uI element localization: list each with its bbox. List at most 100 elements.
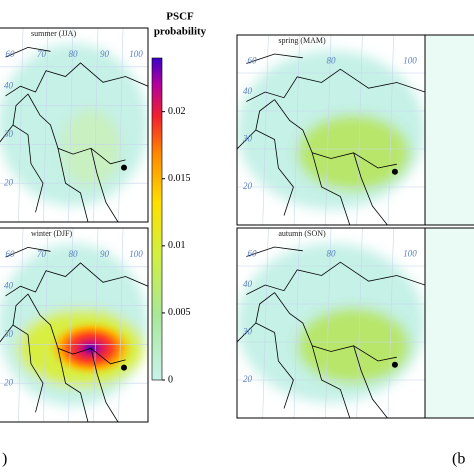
lon-label: 70 (37, 249, 47, 259)
graticule (262, 35, 269, 225)
country-border (5, 46, 51, 58)
graticule (387, 228, 394, 418)
lat-label: 30 (242, 134, 253, 144)
colorbar-tick-label: 0.02 (168, 106, 186, 117)
country-border (353, 345, 388, 418)
graticule (356, 228, 363, 418)
lat-label: 20 (4, 177, 14, 187)
lon-label: 60 (248, 249, 258, 259)
map-panel: summer (JJA) 60 70 80 90 100 40 30 20 (0, 27, 149, 223)
country-border (90, 148, 119, 222)
graticule (43, 28, 49, 222)
pscf-field (0, 43, 148, 207)
lon-label: 60 (6, 249, 16, 259)
graticule (118, 28, 124, 222)
colorbar-tick-label: 0.005 (168, 307, 191, 318)
panel-frame (0, 227, 149, 423)
lon-label: 100 (129, 249, 143, 259)
colorbar-tick-label: 0 (168, 374, 173, 385)
lon-label: 60 (6, 49, 16, 59)
graticule (68, 228, 74, 422)
lon-label: 90 (100, 49, 110, 59)
panel-title: summer (JJA) (31, 29, 76, 38)
country-border (237, 99, 275, 150)
graticule (356, 35, 363, 225)
lon-label: 100 (129, 49, 143, 59)
country-border (246, 68, 425, 102)
site-marker (121, 164, 127, 171)
colorbar (151, 57, 163, 381)
figure-label: ) (2, 451, 7, 468)
country-border (237, 292, 275, 343)
graticule (93, 28, 99, 222)
map-panel: autumn (SON) 60 80 100 40 30 20 (236, 227, 426, 419)
graticule (262, 228, 269, 418)
lat-label: 20 (4, 377, 14, 387)
map-layer (237, 228, 425, 418)
country-border (255, 129, 294, 216)
lat-label: 40 (4, 280, 14, 290)
lon-label: 70 (37, 49, 47, 59)
country-border (274, 99, 397, 169)
colorbar-title: PSCF (166, 11, 194, 23)
lat-label: 40 (4, 80, 14, 90)
lat-label: 30 (242, 327, 253, 337)
lon-label: 80 (327, 56, 337, 66)
map-layer (237, 35, 425, 225)
panel-frame (424, 227, 474, 419)
lon-label: 90 (100, 249, 110, 259)
graticule (387, 35, 394, 225)
country-border (353, 152, 388, 225)
country-border (57, 348, 89, 422)
graticule (325, 35, 332, 225)
graticule (293, 35, 300, 225)
site-marker (391, 361, 398, 368)
country-border (5, 62, 148, 97)
pscf-field (237, 50, 425, 210)
colorbar-tick-label: 0.015 (168, 173, 191, 184)
panel-frame (0, 27, 149, 223)
country-border (311, 345, 351, 418)
lon-label: 100 (403, 249, 417, 259)
country-border (0, 93, 29, 143)
lon-label: 100 (403, 56, 417, 66)
country-border (5, 262, 148, 297)
country-border (12, 324, 44, 413)
colorbar-tick-label: 0.01 (168, 240, 186, 251)
country-border (311, 152, 351, 225)
country-border (5, 246, 51, 258)
country-border (246, 53, 303, 64)
graticule (93, 228, 99, 422)
map-layer (0, 28, 148, 222)
country-border (246, 261, 425, 295)
graticule (68, 28, 74, 222)
lon-label: 80 (69, 249, 79, 259)
country-border (12, 124, 44, 213)
country-border (274, 292, 397, 362)
graticule (325, 228, 332, 418)
country-border (57, 148, 89, 222)
panel-title: spring (MAM) (278, 36, 326, 45)
graticule (293, 228, 300, 418)
lat-label: 20 (243, 181, 253, 191)
site-marker (391, 168, 398, 175)
lat-label: 30 (3, 329, 14, 339)
lon-label: 60 (248, 56, 258, 66)
lat-label: 40 (243, 86, 253, 96)
lat-label: 40 (243, 279, 253, 289)
map-panel: spring (MAM) 60 80 100 40 30 20 (236, 34, 426, 226)
map-layer (0, 228, 148, 422)
graticule (43, 228, 49, 422)
figure-label: (b (452, 451, 465, 468)
graticule (18, 228, 24, 422)
country-border (246, 246, 303, 257)
lon-label: 80 (69, 49, 79, 59)
panel-title: autumn (SON) (278, 229, 326, 238)
country-border (27, 93, 126, 165)
country-border (27, 293, 126, 365)
lat-label: 20 (243, 374, 253, 384)
country-border (90, 348, 119, 422)
lon-label: 80 (327, 249, 337, 259)
map-panel: winter (DJF) 60 70 80 90 100 40 30 20 (0, 227, 149, 423)
